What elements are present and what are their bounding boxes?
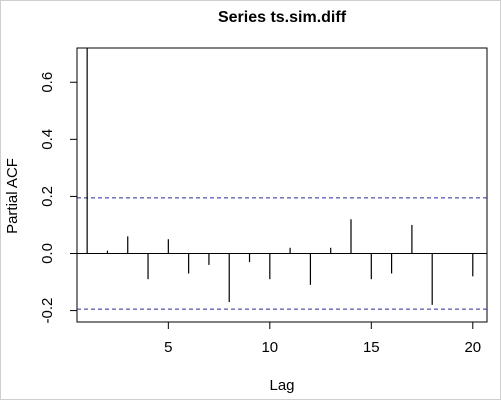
x-tick-label-5: 5 [164,339,172,356]
x-tick-label-20: 20 [464,339,481,356]
x-tick-label-15: 15 [363,339,380,356]
y-axis-label: Partial ACF [4,158,21,234]
y-tick-label--0.2: -0.2 [39,298,56,324]
x-tick-label-10: 10 [261,339,278,356]
chart-title: Series ts.sim.diff [218,9,347,26]
y-tick-label-0.4: 0.4 [39,129,56,150]
y-tick-label-0.6: 0.6 [39,72,56,93]
y-tick-label-0.2: 0.2 [39,186,56,207]
plot-box [76,47,488,323]
x-axis-label: Lag [269,377,294,394]
y-tick-label-0.0: 0.0 [39,243,56,264]
